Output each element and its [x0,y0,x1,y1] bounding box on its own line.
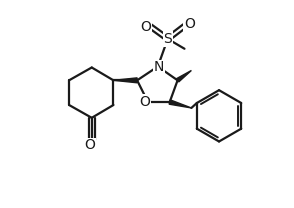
Text: O: O [141,20,151,34]
Text: S: S [163,32,172,46]
Polygon shape [113,78,137,83]
Text: N: N [154,61,164,74]
Text: O: O [184,17,195,31]
Text: O: O [84,139,95,152]
Polygon shape [176,71,191,82]
Polygon shape [169,100,191,108]
Text: O: O [140,95,151,109]
